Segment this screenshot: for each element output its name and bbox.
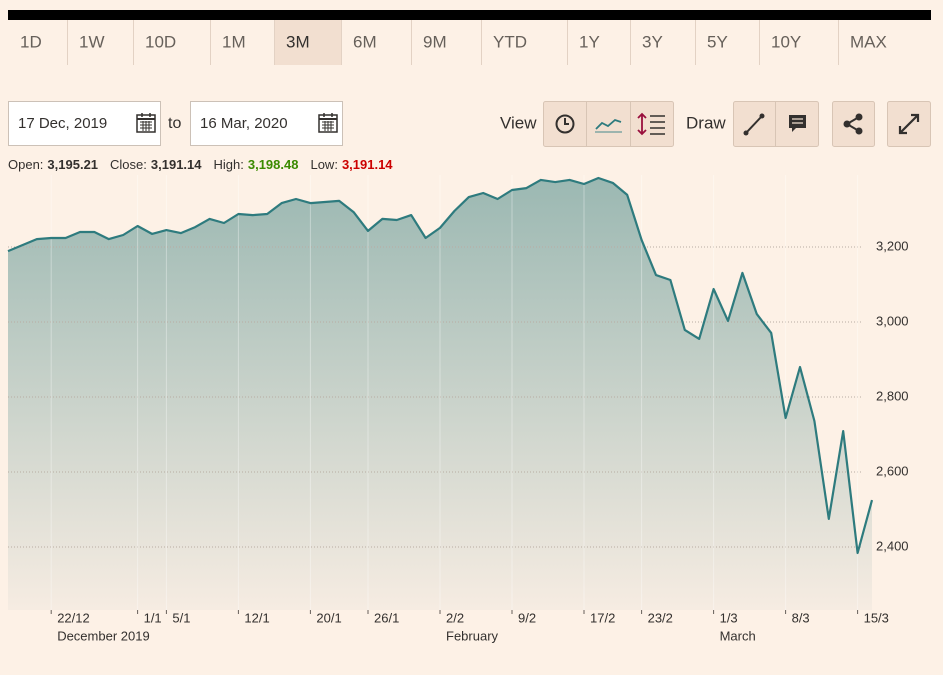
- stat-label: Close:: [110, 157, 147, 172]
- range-label: 10Y: [771, 32, 801, 51]
- range-label: 9M: [423, 32, 447, 51]
- trendline-button[interactable]: [743, 113, 765, 136]
- range-label: MAX: [850, 32, 887, 51]
- share-icon: [843, 113, 863, 135]
- x-tick-label: 26/1: [374, 610, 399, 625]
- clock-button[interactable]: [555, 114, 575, 134]
- range-label: YTD: [493, 32, 527, 51]
- range-label: 6M: [353, 32, 377, 51]
- y-tick-label: 2,800: [876, 388, 909, 403]
- area-fill: [8, 178, 872, 610]
- stat-label: High:: [214, 157, 244, 172]
- range-label: 1D: [20, 32, 42, 51]
- x-tick-label: 5/1: [172, 610, 190, 625]
- y-tick-label: 3,000: [876, 313, 909, 328]
- range-label: 1Y: [579, 32, 600, 51]
- view-group: [543, 101, 674, 147]
- x-tick-label: 1/3: [720, 610, 738, 625]
- stat-label: Open:: [8, 157, 43, 172]
- price-line: [7, 176, 874, 555]
- range-label: 3Y: [642, 32, 663, 51]
- x-tick-label: 17/2: [590, 610, 615, 625]
- line-style-button[interactable]: [595, 118, 622, 133]
- date-from-input[interactable]: [8, 101, 161, 146]
- calendar-icon[interactable]: [136, 113, 156, 133]
- share-button[interactable]: [832, 101, 875, 147]
- x-tick-label: 8/3: [792, 610, 810, 625]
- range-label: 1W: [79, 32, 105, 51]
- range-button[interactable]: [274, 20, 341, 65]
- date-to-input[interactable]: [190, 101, 343, 146]
- month-label: February: [446, 628, 499, 643]
- y-tick-label: 3,200: [876, 238, 909, 253]
- top-bar: [8, 10, 931, 20]
- stat-value: 3,191.14: [342, 157, 393, 172]
- comment-button[interactable]: [789, 115, 806, 132]
- indicator-button[interactable]: [637, 112, 665, 136]
- expand-icon: [898, 113, 920, 135]
- range-label: 3M: [286, 32, 310, 51]
- stats-text: Open: 3,195.21 Close: 3,191.14 High: 3,198.48…: [8, 157, 393, 172]
- x-tick-label: 9/2: [518, 610, 536, 625]
- to-label: to: [168, 115, 181, 132]
- month-label: December 2019: [57, 628, 150, 643]
- x-tick-label: 23/2: [648, 610, 673, 625]
- stat-value: 3,198.48: [248, 157, 299, 172]
- view-label: View: [500, 113, 537, 132]
- y-tick-label: 2,600: [876, 463, 909, 478]
- date-to: 16 Mar, 2020: [200, 115, 288, 132]
- date-from: 17 Dec, 2019: [18, 115, 107, 132]
- calendar-icon[interactable]: [318, 113, 338, 133]
- x-tick-label: 1/1: [144, 610, 162, 625]
- range-label: 10D: [145, 32, 176, 51]
- month-label: March: [720, 628, 756, 643]
- stat-label: Low:: [310, 157, 337, 172]
- range-buttons: 1D 1W 10D 1M 3M 6M 9M YTD 1Y 3Y 5Y 10Y MAX: [20, 20, 887, 65]
- plot: 2,400 2,600 2,800 3,000 3,200 22/12 1/1 5/1 12/1…: [7, 175, 909, 643]
- stat-value: 3,195.21: [47, 157, 98, 172]
- draw-label: Draw: [686, 113, 726, 132]
- x-tick-label: 15/3: [864, 610, 889, 625]
- stats-row: Open: 3,195.21 Close: 3,191.14 High: 3,198.48…: [8, 157, 393, 172]
- range-label: 5Y: [707, 32, 728, 51]
- y-tick-label: 2,400: [876, 538, 909, 553]
- x-tick-label: 2/2: [446, 610, 464, 625]
- stat-value: 3,191.14: [151, 157, 202, 172]
- range-label: 1M: [222, 32, 246, 51]
- x-tick-label: 20/1: [316, 610, 341, 625]
- x-tick-label: 22/12: [57, 610, 90, 625]
- x-tick-label: 12/1: [244, 610, 269, 625]
